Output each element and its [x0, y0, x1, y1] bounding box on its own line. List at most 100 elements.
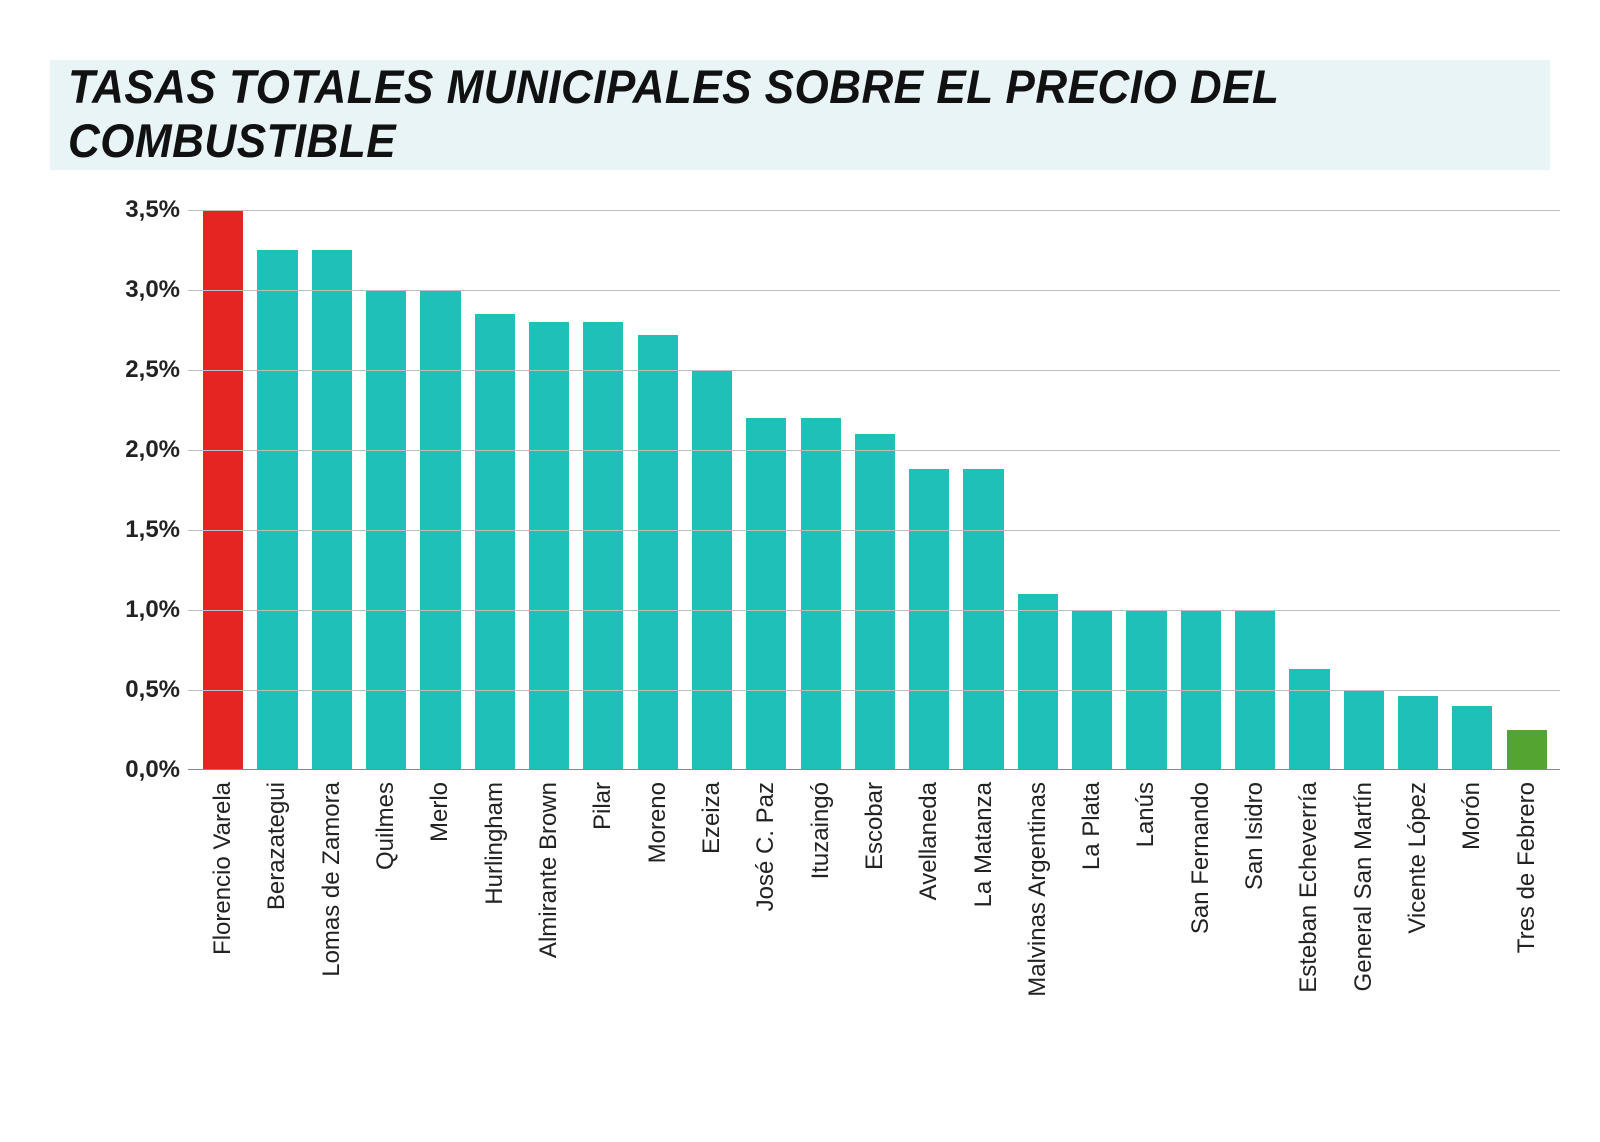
- x-label-slot: Avellaneda: [902, 778, 956, 1118]
- x-label-slot: Merlo: [413, 778, 467, 1118]
- x-tick-label: San Fernando: [1187, 782, 1215, 934]
- x-label-slot: La Plata: [1065, 778, 1119, 1118]
- bar-slot: [1228, 210, 1282, 770]
- bar-slot: [522, 210, 576, 770]
- gridline: [188, 690, 1560, 691]
- gridline: [188, 290, 1560, 291]
- bar-slot: [359, 210, 413, 770]
- x-label-slot: Tres de Febrero: [1500, 778, 1554, 1118]
- x-tick-label: Merlo: [426, 782, 454, 842]
- y-tick-label: 1,0%: [90, 596, 180, 624]
- bar: [475, 314, 515, 770]
- x-tick-label: Escobar: [861, 782, 889, 870]
- x-label-slot: Lanús: [1119, 778, 1173, 1118]
- bar: [909, 469, 949, 770]
- bar-slot: [1174, 210, 1228, 770]
- bar: [1452, 706, 1492, 770]
- bar-slot: [305, 210, 359, 770]
- bar-slot: [468, 210, 522, 770]
- x-label-slot: Berazategui: [250, 778, 304, 1118]
- x-tick-label: Esteban Echeverría: [1295, 782, 1323, 993]
- bar-slot: [793, 210, 847, 770]
- gridline: [188, 610, 1560, 611]
- bar-slot: [1500, 210, 1554, 770]
- bars-container: [190, 210, 1560, 770]
- bar-slot: [1011, 210, 1065, 770]
- x-tick-label: Lanús: [1132, 782, 1160, 847]
- x-label-slot: José C. Paz: [739, 778, 793, 1118]
- x-tick-label: Ituzaingó: [807, 782, 835, 879]
- bar-slot: [250, 210, 304, 770]
- x-tick-label: Moreno: [644, 782, 672, 863]
- gridline: [188, 530, 1560, 531]
- bar: [257, 250, 297, 770]
- x-tick-label: Hurlingham: [481, 782, 509, 905]
- x-label-slot: Almirante Brown: [522, 778, 576, 1118]
- x-label-slot: Florencio Varela: [196, 778, 250, 1118]
- bar: [855, 434, 895, 770]
- bar-slot: [1065, 210, 1119, 770]
- bar-slot: [1119, 210, 1173, 770]
- x-tick-label: Morón: [1458, 782, 1486, 850]
- x-tick-label: Ezeiza: [698, 782, 726, 854]
- bar: [1018, 594, 1058, 770]
- bar-slot: [956, 210, 1010, 770]
- bar: [1398, 696, 1438, 770]
- y-tick-label: 2,0%: [90, 436, 180, 464]
- x-tick-label: San Isidro: [1241, 782, 1269, 890]
- bar-slot: [902, 210, 956, 770]
- x-label-slot: San Isidro: [1228, 778, 1282, 1118]
- x-tick-label: Berazategui: [263, 782, 291, 910]
- x-tick-label: Tres de Febrero: [1513, 782, 1541, 953]
- bar-slot: [631, 210, 685, 770]
- chart-title: TASAS TOTALES MUNICIPALES SOBRE EL PRECI…: [68, 61, 1550, 169]
- x-tick-label: La Plata: [1078, 782, 1106, 870]
- x-label-slot: Vicente López: [1391, 778, 1445, 1118]
- gridline: [188, 210, 1560, 211]
- x-label-slot: Morón: [1445, 778, 1499, 1118]
- x-tick-label: Almirante Brown: [535, 782, 563, 958]
- bar-slot: [848, 210, 902, 770]
- bar: [1289, 669, 1329, 770]
- x-tick-label: Quilmes: [372, 782, 400, 870]
- gridline: [188, 370, 1560, 371]
- chart-area: 0,0%0,5%1,0%1,5%2,0%2,5%3,0%3,5%: [90, 210, 1560, 770]
- x-label-slot: Lomas de Zamora: [305, 778, 359, 1118]
- x-tick-label: Pilar: [589, 782, 617, 830]
- bar-slot: [413, 210, 467, 770]
- x-label-slot: San Fernando: [1174, 778, 1228, 1118]
- bar-slot: [1391, 210, 1445, 770]
- x-tick-label: Florencio Varela: [209, 782, 237, 955]
- bar-slot: [1337, 210, 1391, 770]
- bar-slot: [739, 210, 793, 770]
- x-tick-label: La Matanza: [970, 782, 998, 907]
- x-label-slot: La Matanza: [956, 778, 1010, 1118]
- bar-slot: [685, 210, 739, 770]
- x-label-slot: Pilar: [576, 778, 630, 1118]
- y-tick-label: 0,0%: [90, 756, 180, 784]
- x-tick-label: José C. Paz: [752, 782, 780, 911]
- y-tick-label: 1,5%: [90, 516, 180, 544]
- bar: [963, 469, 1003, 770]
- x-tick-label: Lomas de Zamora: [318, 782, 346, 977]
- x-label-slot: Malvinas Argentinas: [1011, 778, 1065, 1118]
- bar: [1344, 690, 1384, 770]
- y-tick-label: 0,5%: [90, 676, 180, 704]
- x-axis-baseline: [188, 769, 1560, 770]
- bar-slot: [1282, 210, 1336, 770]
- x-label-slot: Quilmes: [359, 778, 413, 1118]
- bar: [801, 418, 841, 770]
- title-banner: TASAS TOTALES MUNICIPALES SOBRE EL PRECI…: [50, 60, 1550, 170]
- bar: [529, 322, 569, 770]
- y-tick-label: 3,5%: [90, 196, 180, 224]
- bar: [692, 370, 732, 770]
- x-label-slot: Moreno: [631, 778, 685, 1118]
- gridline: [188, 450, 1560, 451]
- x-tick-label: Avellaneda: [915, 782, 943, 900]
- bar: [312, 250, 352, 770]
- y-axis: 0,0%0,5%1,0%1,5%2,0%2,5%3,0%3,5%: [90, 210, 190, 770]
- x-label-slot: Ituzaingó: [793, 778, 847, 1118]
- bar-slot: [196, 210, 250, 770]
- x-label-slot: Esteban Echeverría: [1282, 778, 1336, 1118]
- plot-area: [190, 210, 1560, 770]
